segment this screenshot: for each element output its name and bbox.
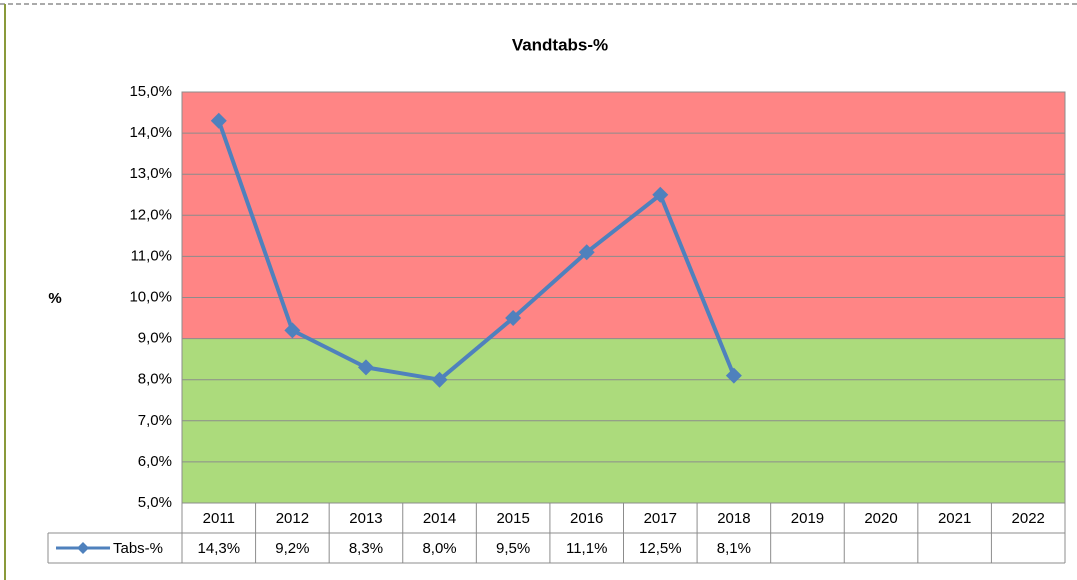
point-marker: [578, 244, 595, 261]
data-label: 11,1%: [566, 540, 607, 557]
chart-title: Vandtabs-%: [512, 35, 608, 54]
point-marker: [725, 367, 742, 384]
data-label: 8,0%: [422, 540, 456, 557]
y-tick-label: 11,0%: [131, 247, 172, 264]
x-tick-label: 2013: [349, 510, 382, 527]
x-tick-label: 2019: [791, 510, 824, 527]
legend-label: Tabs-%: [113, 540, 163, 557]
data-label: 12,5%: [639, 540, 682, 557]
data-label: 8,1%: [717, 540, 751, 557]
legend-marker: [77, 542, 89, 554]
y-tick-label: 5,0%: [138, 494, 172, 511]
point-marker: [357, 359, 374, 376]
x-tick-label: 2022: [1012, 510, 1045, 527]
data-label: 14,3%: [198, 540, 241, 557]
point-marker: [284, 322, 301, 339]
x-tick-label: 2012: [276, 510, 309, 527]
x-tick-label: 2020: [864, 510, 897, 527]
x-tick-label: 2015: [496, 510, 529, 527]
y-tick-label: 9,0%: [138, 330, 172, 347]
y-tick-label: 15,0%: [129, 83, 172, 100]
y-tick-label: 12,0%: [129, 206, 172, 223]
point-marker: [210, 112, 227, 129]
x-tick-label: 2016: [570, 510, 603, 527]
y-tick-label: 10,0%: [129, 288, 172, 305]
y-axis-label: %: [48, 290, 61, 307]
y-tick-label: 14,0%: [129, 124, 172, 141]
data-label: 9,5%: [496, 540, 530, 557]
x-tick-label: 2017: [644, 510, 677, 527]
data-label: 9,2%: [275, 540, 309, 557]
point-marker: [652, 186, 669, 203]
data-label: 8,3%: [349, 540, 383, 557]
x-tick-label: 2021: [938, 510, 971, 527]
y-tick-label: 8,0%: [138, 371, 172, 388]
x-tick-label: 2014: [423, 510, 456, 527]
series-line: [216, 120, 736, 382]
x-tick-label: 2018: [717, 510, 750, 527]
y-tick-label: 7,0%: [138, 412, 172, 429]
point-marker: [431, 371, 448, 388]
point-marker: [505, 310, 522, 327]
y-tick-label: 13,0%: [129, 165, 172, 182]
y-tick-label: 6,0%: [138, 453, 172, 470]
x-tick-label: 2011: [203, 510, 235, 527]
